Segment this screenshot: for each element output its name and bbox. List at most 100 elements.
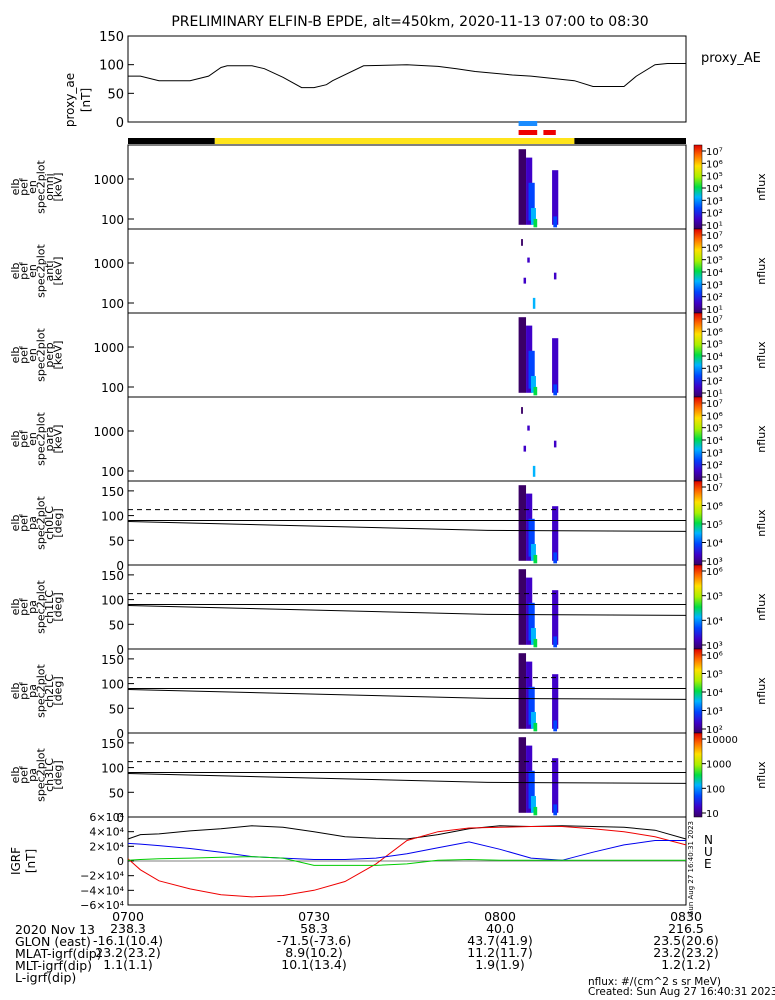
footer-row-date: 2020 Nov 13 — [7, 910, 95, 936]
colorbar-tick-label: 10¹ — [706, 473, 723, 484]
colorbar-tick-label: 10⁶ — [706, 651, 723, 662]
spec-ytick-label: 100 — [101, 465, 124, 479]
spec-ylabel-line: en — [26, 348, 39, 362]
ae-series-line — [128, 63, 686, 89]
spec-data-patch — [533, 722, 538, 732]
colorbar-label: nflux — [755, 425, 768, 453]
spec-ylabel-line: spec2plot — [35, 412, 48, 466]
spec-ylabel-line: pef — [18, 597, 31, 616]
spec-ylabel-line: ch3LC — [43, 758, 56, 792]
spec-ylabel-line: para — [43, 427, 56, 452]
colorbar-tick-label: 10⁴ — [706, 688, 723, 699]
spec-ylabel-line: elb — [9, 599, 22, 616]
ae-ytick-label: 50 — [107, 87, 124, 102]
spec-data-patch — [532, 297, 536, 309]
status-bar-segment — [128, 138, 215, 144]
colorbar-tick-label: 10¹ — [706, 389, 723, 400]
status-mark — [518, 130, 538, 135]
colorbar — [693, 732, 703, 818]
spec-data-patch — [552, 170, 559, 225]
colorbar-tick-label: 10⁵ — [706, 592, 723, 603]
igrf-ytick-label: 4×10⁴ — [89, 826, 124, 839]
footer-label: GLON (east) — [14, 934, 91, 949]
colorbar-tick-label: 10² — [706, 461, 723, 472]
colorbar-tick-label: 10³ — [706, 364, 723, 375]
spec-data-patch — [527, 257, 530, 263]
colorbar — [693, 312, 703, 398]
colorbar-tick-label: 10³ — [706, 448, 723, 459]
spec-ylabel-line: pa — [26, 768, 39, 782]
colorbar-label: nflux — [755, 509, 768, 537]
spec-data-patch — [528, 350, 535, 389]
spec-ylabel-line: [keV] — [52, 173, 65, 202]
colorbar-tick-label: 10⁴ — [706, 616, 723, 627]
spec-ylabel-line: perp — [43, 342, 56, 367]
colorbar-tick-label: 10⁶ — [706, 502, 723, 513]
spec-ytick-label: 50 — [109, 786, 124, 800]
colorbar-tick-label: 10⁵ — [706, 256, 723, 267]
spec-data-patch — [531, 376, 536, 393]
spec-data-patch — [523, 277, 527, 284]
footer-label: L-igrf(dip) — [14, 970, 77, 985]
colorbar — [693, 228, 703, 314]
spec-panel-frame — [127, 228, 687, 314]
footer-value: 23.2(23.2) — [95, 945, 160, 960]
colorbar-tick-label: 10⁴ — [706, 539, 723, 550]
spec-data-patch — [518, 149, 527, 225]
colorbar-tick-label: 10¹ — [706, 305, 723, 316]
spec-ylabel-line: elb — [9, 515, 22, 532]
footer-value: 0730 — [298, 909, 330, 924]
spec-data-patch — [533, 806, 538, 816]
spec-ytick-label: 50 — [109, 534, 124, 548]
footer-label: 2020 Nov 13 — [14, 922, 96, 937]
spec-ylabel-line: en — [26, 180, 39, 194]
footer-value: 1.1(1.1) — [103, 957, 153, 972]
colorbar-tick-label: 10¹ — [706, 221, 723, 232]
status-bar-segment — [574, 138, 686, 144]
spec-ylabel-line: elb — [9, 767, 22, 784]
igrf-u-line — [127, 826, 687, 898]
footer-value: 238.3 — [110, 921, 146, 936]
colorbar-tick-label: 10² — [706, 725, 723, 736]
spec-ylabel-line: elb — [9, 431, 22, 448]
spec-data-patch — [528, 182, 535, 221]
spec-ylabel-line: spec2plot — [35, 496, 48, 550]
colorbar — [693, 396, 703, 482]
colorbar-tick-label: 10³ — [706, 707, 723, 718]
spec-data-patch — [553, 636, 558, 648]
colorbar-label: nflux — [755, 341, 768, 369]
spec-data-patch — [518, 653, 527, 729]
spec-ytick-label: 100 — [101, 762, 124, 776]
spec-ylabel-line: pef — [18, 345, 31, 364]
colorbar-tick-label: 10⁴ — [706, 184, 723, 195]
spec-data-patch — [553, 804, 558, 816]
unit-note: nflux: #/(cm^2 s sr MeV) — [588, 976, 721, 988]
colorbar-tick-label: 10⁶ — [706, 159, 723, 170]
igrf-legend-E: E — [704, 857, 712, 871]
colorbar-tick-label: 100 — [706, 784, 725, 795]
spec-ylabel-line: spec2plot — [35, 748, 48, 802]
footer-value: 216.5 — [668, 921, 704, 936]
spec-ylabel-line: pef — [18, 261, 31, 280]
igrf-legend-U: U — [704, 845, 713, 859]
spec-data-patch — [552, 338, 559, 393]
ae-ytick-label: 100 — [99, 59, 124, 74]
footer-value: 43.7(41.9) — [467, 933, 532, 948]
spec-ytick-label: 1000 — [93, 425, 124, 439]
spec-data-patch — [523, 445, 527, 452]
spec-panel-frame — [127, 312, 687, 398]
spec-data-patch — [533, 386, 538, 396]
spec-ylabel-line: pef — [18, 429, 31, 448]
footer-row-mlt: MLT-igrf(dip) — [7, 946, 92, 972]
spec-data-patch — [552, 758, 559, 813]
spec-ylabel-line: pa — [26, 684, 39, 698]
spec-panel-frame — [127, 564, 687, 650]
igrf-ytick-label: 6×10⁴ — [89, 811, 124, 824]
spec-data-patch — [528, 686, 535, 725]
colorbar-tick-label: 10⁷ — [706, 315, 723, 326]
spec-panel-frame — [127, 732, 687, 818]
spec-data-patch — [518, 485, 527, 561]
spec-data-patch — [527, 425, 530, 431]
spec-ytick-label: 1000 — [93, 257, 124, 271]
spec-ylabel-line: [deg] — [52, 676, 65, 705]
